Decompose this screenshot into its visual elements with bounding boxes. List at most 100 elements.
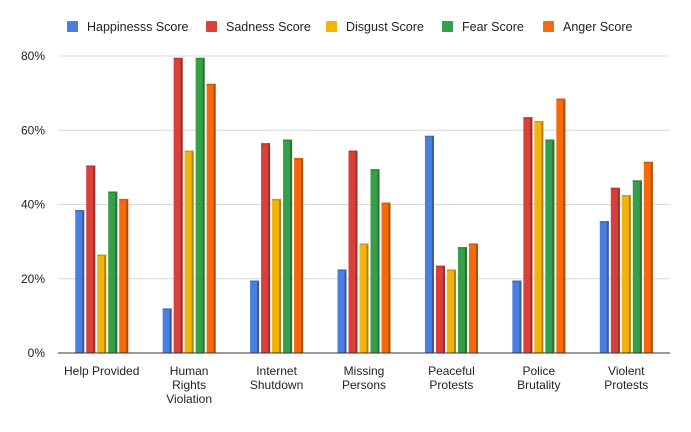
x-tick-label: Police Brutality [517, 364, 560, 392]
bar-edge [213, 83, 216, 353]
bar [337, 269, 347, 353]
bar [381, 202, 391, 353]
bar [348, 150, 358, 353]
bar-top [348, 150, 358, 153]
bar [556, 98, 566, 353]
bar-edge [344, 269, 347, 353]
legend-swatch [206, 21, 217, 32]
bar-top [359, 243, 369, 245]
bars [75, 57, 653, 353]
x-tick-label: Violent Protests [604, 364, 648, 392]
legend-label: Fear Score [462, 20, 524, 34]
legend-swatch [67, 21, 78, 32]
bar-top [512, 280, 522, 283]
bar [632, 180, 642, 353]
bar-top [250, 280, 260, 283]
bar-edge [464, 247, 467, 353]
bar [545, 139, 555, 353]
bar-edge [442, 265, 445, 353]
legend-swatch [442, 21, 453, 32]
bar-edge [475, 243, 478, 353]
bar-edge [552, 139, 555, 353]
x-tick-label: Internet Shutdown [250, 364, 303, 392]
bar-edge [93, 165, 96, 353]
bar [512, 280, 522, 353]
bar-top [435, 265, 445, 268]
x-tick-label: Help Provided [64, 364, 139, 378]
y-tick-label: 40% [21, 198, 45, 212]
bar-edge [366, 243, 369, 353]
bar-top [457, 247, 467, 249]
bar-edge [279, 198, 282, 353]
bar-top [337, 269, 347, 271]
bar [446, 269, 456, 353]
bar-edge [541, 120, 544, 353]
bar-top [108, 191, 118, 194]
bar-top [86, 165, 96, 168]
bar-top [381, 202, 391, 205]
bar [206, 83, 216, 353]
bar-top [523, 117, 533, 119]
bar-edge [639, 180, 642, 353]
bar-top [621, 195, 631, 197]
bar-edge [268, 143, 271, 353]
bar [250, 280, 260, 353]
bar-top [643, 161, 653, 164]
bar-top [283, 139, 293, 142]
bar-top [610, 187, 620, 190]
y-tick-label: 0% [28, 346, 46, 360]
bar-edge [628, 195, 631, 353]
bar-top [545, 139, 555, 142]
x-tick-label: Missing Persons [342, 364, 386, 392]
bar-edge [453, 269, 456, 353]
bar-edge [169, 308, 172, 353]
x-tick-label: Peaceful Protests [428, 364, 475, 392]
bar-top [162, 308, 172, 310]
bar-edge [431, 135, 434, 353]
y-tick-label: 60% [21, 123, 45, 137]
y-tick-label: 20% [21, 272, 45, 286]
bar [599, 221, 609, 353]
bar-top [206, 83, 216, 86]
bar-top [468, 243, 478, 245]
bar [173, 57, 183, 353]
legend-label: Happinesss Score [87, 20, 188, 34]
bar-edge [290, 139, 293, 353]
bar-edge [617, 187, 620, 353]
bar-edge [191, 150, 194, 353]
bar-top [370, 169, 380, 171]
legend-label: Sadness Score [226, 20, 311, 34]
bar [108, 191, 118, 353]
bar-top [272, 198, 282, 201]
bar [643, 161, 653, 353]
bar-top [184, 150, 194, 153]
bar-top [534, 120, 544, 123]
bar-edge [355, 150, 358, 353]
bar [370, 169, 380, 353]
bar-top [195, 57, 205, 60]
bar [97, 254, 107, 353]
y-tick-label: 80% [21, 49, 45, 63]
bar [457, 247, 467, 353]
bar-edge [257, 280, 260, 353]
legend-swatch [326, 21, 337, 32]
bar [294, 158, 304, 353]
legend-label: Anger Score [563, 20, 633, 34]
bar [468, 243, 478, 353]
bar [86, 165, 96, 353]
bar [610, 187, 620, 353]
bar-top [446, 269, 456, 271]
bar [272, 198, 282, 353]
bar-top [173, 57, 183, 60]
bar-edge [82, 210, 85, 353]
bar [75, 210, 85, 353]
bar-top [424, 135, 434, 138]
bar [359, 243, 369, 353]
bar-edge [530, 117, 533, 353]
bar-edge [180, 57, 183, 353]
bar [283, 139, 293, 353]
bar-edge [563, 98, 566, 353]
bar-top [294, 158, 304, 160]
